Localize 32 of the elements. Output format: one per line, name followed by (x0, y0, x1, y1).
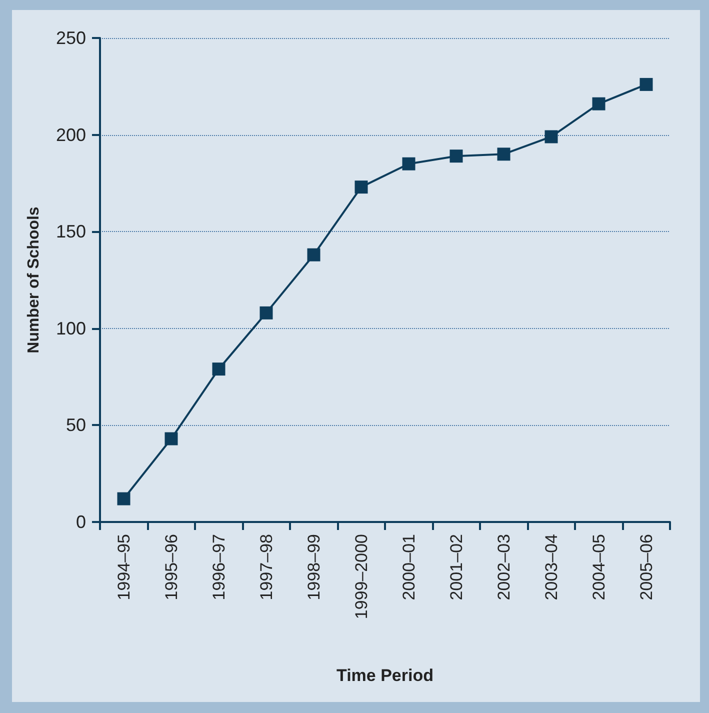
point (497, 148, 510, 161)
y-tick-label: 150 (56, 222, 86, 242)
point (117, 492, 130, 506)
point (307, 248, 320, 262)
x-tick-label: 2005–06 (636, 534, 656, 600)
x-tick-label: 2001–02 (446, 534, 466, 600)
y-tick-label: 50 (66, 415, 86, 436)
y-tick-label: 200 (56, 124, 86, 145)
point (450, 150, 463, 163)
x-axis-title: Time Period (336, 666, 434, 685)
x-tick-label: 1999–2000 (352, 534, 371, 620)
point (354, 180, 368, 194)
y-tick-label: 250 (56, 28, 86, 48)
y-tick-label: 100 (56, 318, 86, 338)
x-tick-label: 1997–98 (256, 534, 276, 600)
point (164, 432, 178, 446)
x-tick-label: 1996–97 (209, 534, 228, 600)
x-tick-label: 1998–99 (304, 534, 324, 600)
point (544, 130, 558, 144)
point (212, 362, 226, 376)
x-tick-label: 1995–96 (162, 534, 181, 600)
point (260, 306, 273, 320)
x-tick-label: 2000–01 (399, 534, 418, 600)
x-tick-label: 1994–95 (114, 534, 134, 600)
x-tick-label: 2002–03 (494, 534, 514, 600)
y-axis-title: Number of Schools (26, 206, 42, 354)
x-tick-label: 2004–05 (589, 534, 608, 600)
point (640, 78, 653, 91)
y-tick-label: 0 (76, 512, 86, 532)
point (592, 97, 606, 110)
x-tick-label: 2003–04 (542, 534, 561, 600)
point (402, 157, 416, 170)
